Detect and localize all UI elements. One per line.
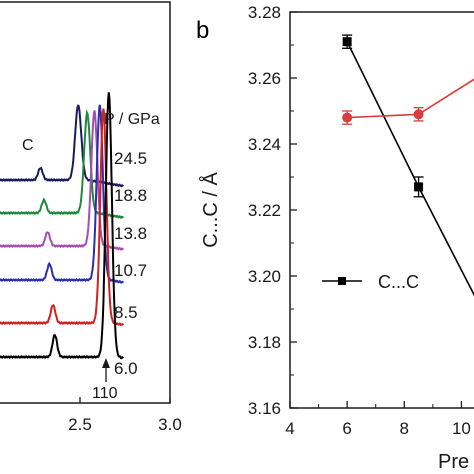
panel-a-spectra: 2.5 3.0 24.518.813.810.78.56.0 P / GPa C … [0, 1, 182, 434]
panel-b-frame [289, 11, 474, 409]
panel-b-point [413, 109, 424, 120]
legend-marker [338, 277, 346, 285]
panel-b-legend: C...C [322, 272, 419, 292]
panel-b-y-tick-label: 3.28 [248, 3, 281, 22]
panel-b-x-tick-label: 10 [452, 419, 471, 438]
panel-a-pressure-label: 18.8 [114, 186, 147, 205]
panel-b-series [342, 34, 474, 297]
panel-a-pressure-label: 8.5 [114, 303, 138, 322]
panel-a-pressure-label: 13.8 [114, 224, 147, 243]
panel-a-legend-title: P / GPa [104, 111, 160, 128]
panel-a-110-arrowhead [102, 358, 110, 368]
panel-b-y-tick-label: 3.18 [248, 333, 281, 352]
panel-b-series-line-0 [346, 41, 474, 297]
panel-a-x-ticks: 2.5 3.0 [68, 397, 182, 434]
panel-b-point [342, 37, 352, 47]
panel-a-trace-8.5 [0, 108, 125, 327]
panel-b-x-tick-label: 8 [400, 419, 409, 438]
panel-b-x-tick-label: 4 [285, 419, 294, 438]
panel-a-peak-c-label: C [22, 137, 34, 154]
panel-b-y-axis-title: C...C / Å [199, 172, 222, 248]
panel-a-peak-110-label: 110 [92, 385, 118, 402]
panel-a-trace-10.7 [0, 104, 125, 284]
panel-b-distance-plot: b 3.16 3.18 3.20 3.22 3.24 3.26 3.28 4 6 8 10 C..… [196, 3, 474, 473]
panel-a-pressure-label: 24.5 [114, 149, 147, 168]
panel-a-x-tick-label: 3.0 [158, 415, 182, 434]
panel-a-pressure-label: 6.0 [114, 359, 138, 378]
panel-a-trace-6.0 [0, 92, 125, 360]
legend-label: C...C [378, 272, 419, 292]
panel-b-y-tick-label: 3.24 [248, 135, 281, 154]
panel-a-traces [0, 92, 125, 360]
panel-b-label: b [196, 17, 209, 44]
panel-a-pressure-labels: 24.5 18.8 13.8 10.7 8.5 6.0 [114, 149, 147, 378]
panel-b-y-tick-label: 3.22 [248, 201, 281, 220]
panel-b-y-tick-label: 3.16 [248, 399, 281, 418]
panel-b-y-tick-label: 3.20 [248, 267, 281, 286]
panel-a-x-tick-label: 2.5 [68, 415, 92, 434]
panel-a-pressure-label: 10.7 [114, 261, 147, 280]
panel-b-x-tick-label: 6 [342, 419, 351, 438]
panel-b-x-ticks: 4 6 8 10 [285, 401, 471, 438]
panel-b-point [414, 182, 424, 192]
panel-b-point [342, 112, 353, 123]
panel-b-x-axis-title: Pre [438, 451, 469, 473]
panel-b-y-ticks: 3.16 3.18 3.20 3.22 3.24 3.26 3.28 [248, 3, 297, 418]
panel-b-y-tick-label: 3.26 [248, 69, 281, 88]
